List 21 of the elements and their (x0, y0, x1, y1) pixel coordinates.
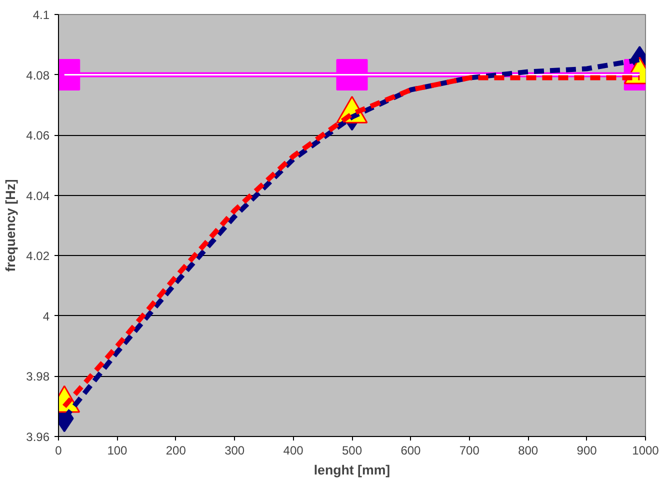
y-tick-label: 4.08 (26, 68, 50, 82)
y-tick-label: 3.96 (26, 430, 50, 444)
y-tick-label: 4.04 (26, 188, 50, 203)
x-tick-label: 800 (518, 444, 538, 458)
y-tick-label: 4 (42, 309, 50, 324)
x-tick-label: 1000 (632, 444, 659, 458)
y-tick-label: 3.98 (26, 370, 50, 384)
x-tick-label: 700 (459, 444, 480, 458)
y-tick-label: 4.1 (32, 8, 50, 22)
y-axis-title: frequency [Hz] (3, 179, 18, 272)
x-tick-label: 200 (166, 444, 186, 458)
y-tick-label: 4.06 (26, 128, 50, 143)
x-tick-label: 0 (55, 444, 62, 458)
x-tick-label: 500 (342, 444, 362, 458)
x-tick-label: 300 (224, 444, 245, 458)
x-axis-title: lenght [mm] (314, 462, 390, 478)
x-tick-label: 100 (107, 444, 128, 458)
x-tick-label: 600 (400, 444, 422, 458)
x-tick-label: 400 (283, 444, 304, 458)
y-tick-label: 4.02 (26, 249, 50, 264)
x-tick-label: 900 (576, 444, 598, 458)
